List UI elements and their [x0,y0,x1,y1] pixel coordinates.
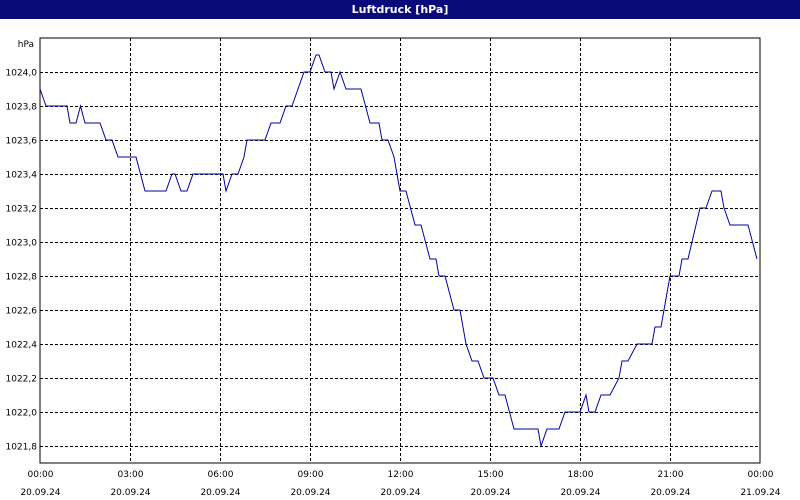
x-tick-time-6: 18:00 [568,470,594,480]
x-tick-date-6: 20.09.24 [560,488,600,498]
y-tick-label-7: 1023,2 [6,205,38,215]
x-tick-time-8: 00:00 [748,470,774,480]
y-tick-label-4: 1022,6 [6,307,38,317]
x-tick-time-5: 15:00 [478,470,504,480]
chart-title: Luftdruck [hPa] [0,0,800,19]
y-axis: 1021,8 1022,0 1022,2 1022,4 1022,6 1022,8 1023… [6,69,38,453]
y-tick-label-9: 1023,6 [6,137,38,147]
x-tick-date-0: 20.09.24 [20,488,60,498]
y-tick-label-10: 1023,8 [6,103,38,113]
y-tick-label-5: 1022,8 [6,273,38,283]
grid [40,38,760,463]
y-tick-label-2: 1022,2 [6,375,38,385]
plot-area [39,37,761,464]
x-tick-date-3: 20.09.24 [290,488,330,498]
x-tick-time-7: 21:00 [658,470,684,480]
y-tick-label-8: 1023,4 [6,171,38,181]
x-tick-time-2: 06:00 [208,470,234,480]
x-tick-time-1: 03:00 [118,470,144,480]
x-tick-date-2: 20.09.24 [200,488,240,498]
x-tick-time-4: 12:00 [388,470,414,480]
y-tick-label-11: 1024,0 [6,69,38,79]
y-tick-label-1: 1022,0 [6,409,38,419]
x-tick-date-8: 21.09.24 [740,488,780,498]
pressure-chart: 1021,8 1022,0 1022,2 1022,4 1022,6 1022,8 1023… [6,37,781,498]
y-tick-label-6: 1023,0 [6,239,38,249]
x-axis: 00:00 20.09.24 03:00 20.09.24 06:00 20.09.24 0… [20,470,780,498]
x-tick-date-1: 20.09.24 [110,488,150,498]
x-tick-date-5: 20.09.24 [470,488,510,498]
y-tick-label-3: 1022,4 [6,341,38,351]
y-axis-unit-label: hPa [18,40,34,50]
pressure-series-line [39,54,758,448]
x-tick-time-0: 00:00 [28,470,54,480]
x-tick-time-3: 09:00 [298,470,324,480]
x-tick-date-4: 20.09.24 [380,488,420,498]
y-tick-label-0: 1021,8 [6,443,38,453]
x-tick-date-7: 20.09.24 [650,488,690,498]
